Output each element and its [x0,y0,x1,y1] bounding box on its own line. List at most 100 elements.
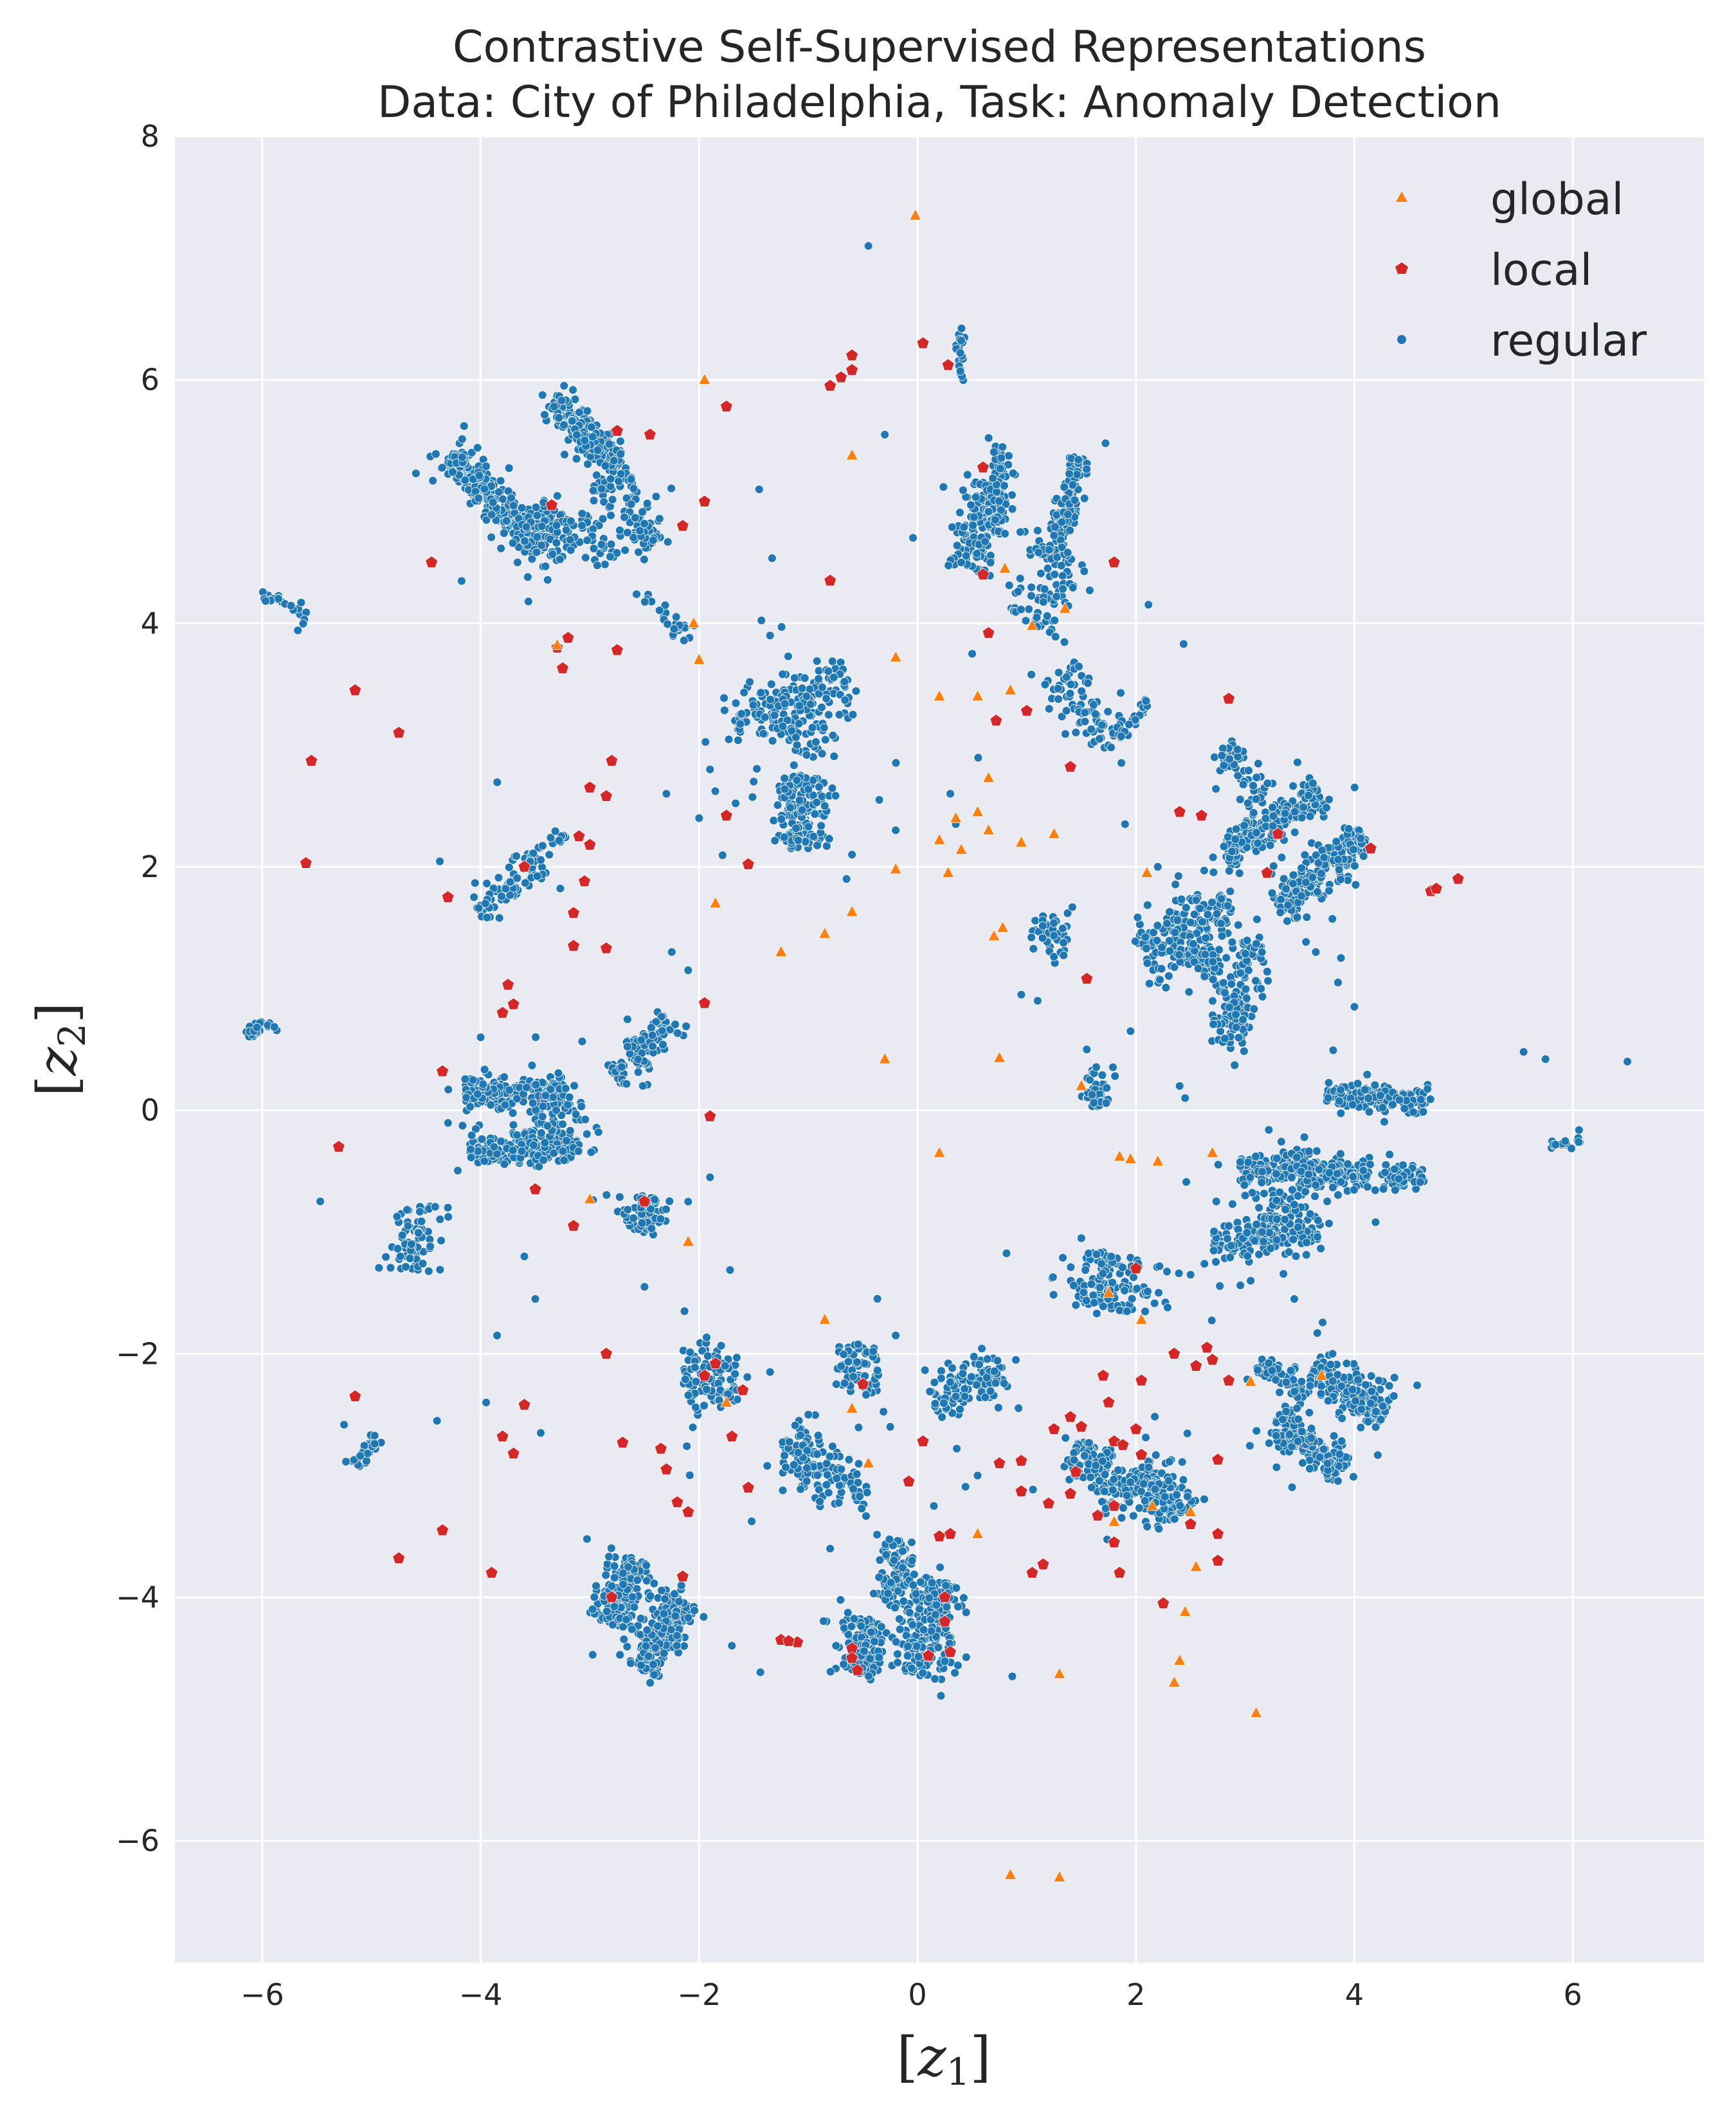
regular-point [1373,1450,1382,1460]
regular-point [812,797,821,807]
regular-point [1016,527,1025,537]
regular-point [731,799,740,808]
regular-point [637,1035,646,1045]
regular-point [820,735,830,745]
regular-point [430,1202,440,1211]
regular-point [598,514,608,523]
regular-point [507,493,516,503]
regular-point [1313,1232,1323,1242]
regular-point [1348,1100,1357,1109]
regular-point [1560,1136,1570,1146]
regular-point [1143,900,1152,910]
regular-point [1296,1166,1306,1176]
regular-point [1301,878,1310,887]
regular-point [1154,1288,1163,1298]
regular-point [1173,916,1182,925]
regular-point [496,1137,505,1146]
regular-point [1371,1407,1380,1417]
regular-point [1371,1217,1380,1227]
regular-point [647,1023,656,1032]
regular-point [1277,853,1287,862]
regular-point [602,1190,611,1200]
regular-point [1415,1177,1425,1187]
regular-point [736,719,745,729]
regular-point [1317,846,1327,855]
regular-point [509,1120,518,1130]
regular-point [1281,1205,1290,1214]
regular-point [1312,1329,1322,1338]
regular-point [623,1015,632,1024]
regular-point [824,834,834,844]
regular-point [1227,847,1236,857]
regular-point [497,891,506,901]
regular-point [1200,866,1209,875]
regular-point [532,532,542,541]
regular-point [1297,1427,1307,1437]
regular-point [1276,908,1285,917]
regular-point [756,688,766,698]
regular-point [1360,1085,1370,1094]
regular-point [616,449,626,458]
regular-point [778,721,788,731]
regular-point [1223,901,1233,911]
regular-point [426,1242,435,1251]
regular-point [829,673,838,682]
regular-point [1008,490,1017,500]
regular-point [1370,1186,1380,1195]
regular-point [1077,686,1087,696]
regular-point [681,1375,690,1384]
regular-point [1220,1034,1229,1043]
regular-point [1272,1154,1281,1163]
regular-point [1117,758,1126,768]
regular-point [719,693,728,703]
regular-point [1067,902,1077,912]
regular-point [552,538,561,548]
regular-point [298,619,308,628]
regular-point [531,503,541,512]
regular-point [1024,604,1033,614]
regular-point [817,821,826,831]
regular-point [1301,1250,1311,1260]
regular-point [944,561,953,570]
regular-point [1208,996,1217,1006]
regular-point [528,1098,538,1108]
regular-point [1153,921,1162,930]
regular-point [457,453,467,462]
regular-point [745,677,754,687]
regular-point [955,508,964,517]
regular-point [1316,1244,1326,1253]
regular-point [1304,1170,1314,1179]
regular-point [541,561,550,571]
regular-point [1318,1318,1328,1327]
regular-point [640,597,649,606]
regular-point [1257,947,1267,957]
regular-point [1051,632,1060,641]
regular-point [1238,780,1248,789]
regular-point [1080,708,1090,717]
regular-point [1227,938,1237,947]
regular-point [593,1127,603,1137]
regular-point [748,700,758,710]
regular-point [1226,1241,1236,1251]
regular-point [1050,570,1060,579]
regular-point [1225,1253,1235,1262]
regular-point [517,1147,527,1156]
regular-point [1353,1375,1363,1384]
regular-point [457,576,466,586]
regular-point [770,836,780,846]
regular-point [1251,976,1260,986]
regular-point [470,878,480,888]
regular-point [1162,1267,1171,1276]
regular-point [1074,455,1083,464]
regular-point [536,855,545,865]
regular-point [1361,1380,1370,1390]
regular-point [1029,944,1038,954]
regular-point [1332,1169,1342,1179]
regular-point [252,1022,262,1032]
regular-point [494,873,503,882]
regular-point [780,699,790,709]
regular-point [1362,1070,1372,1079]
regular-point [616,437,625,446]
regular-point [957,336,966,345]
regular-point [1257,1178,1267,1187]
